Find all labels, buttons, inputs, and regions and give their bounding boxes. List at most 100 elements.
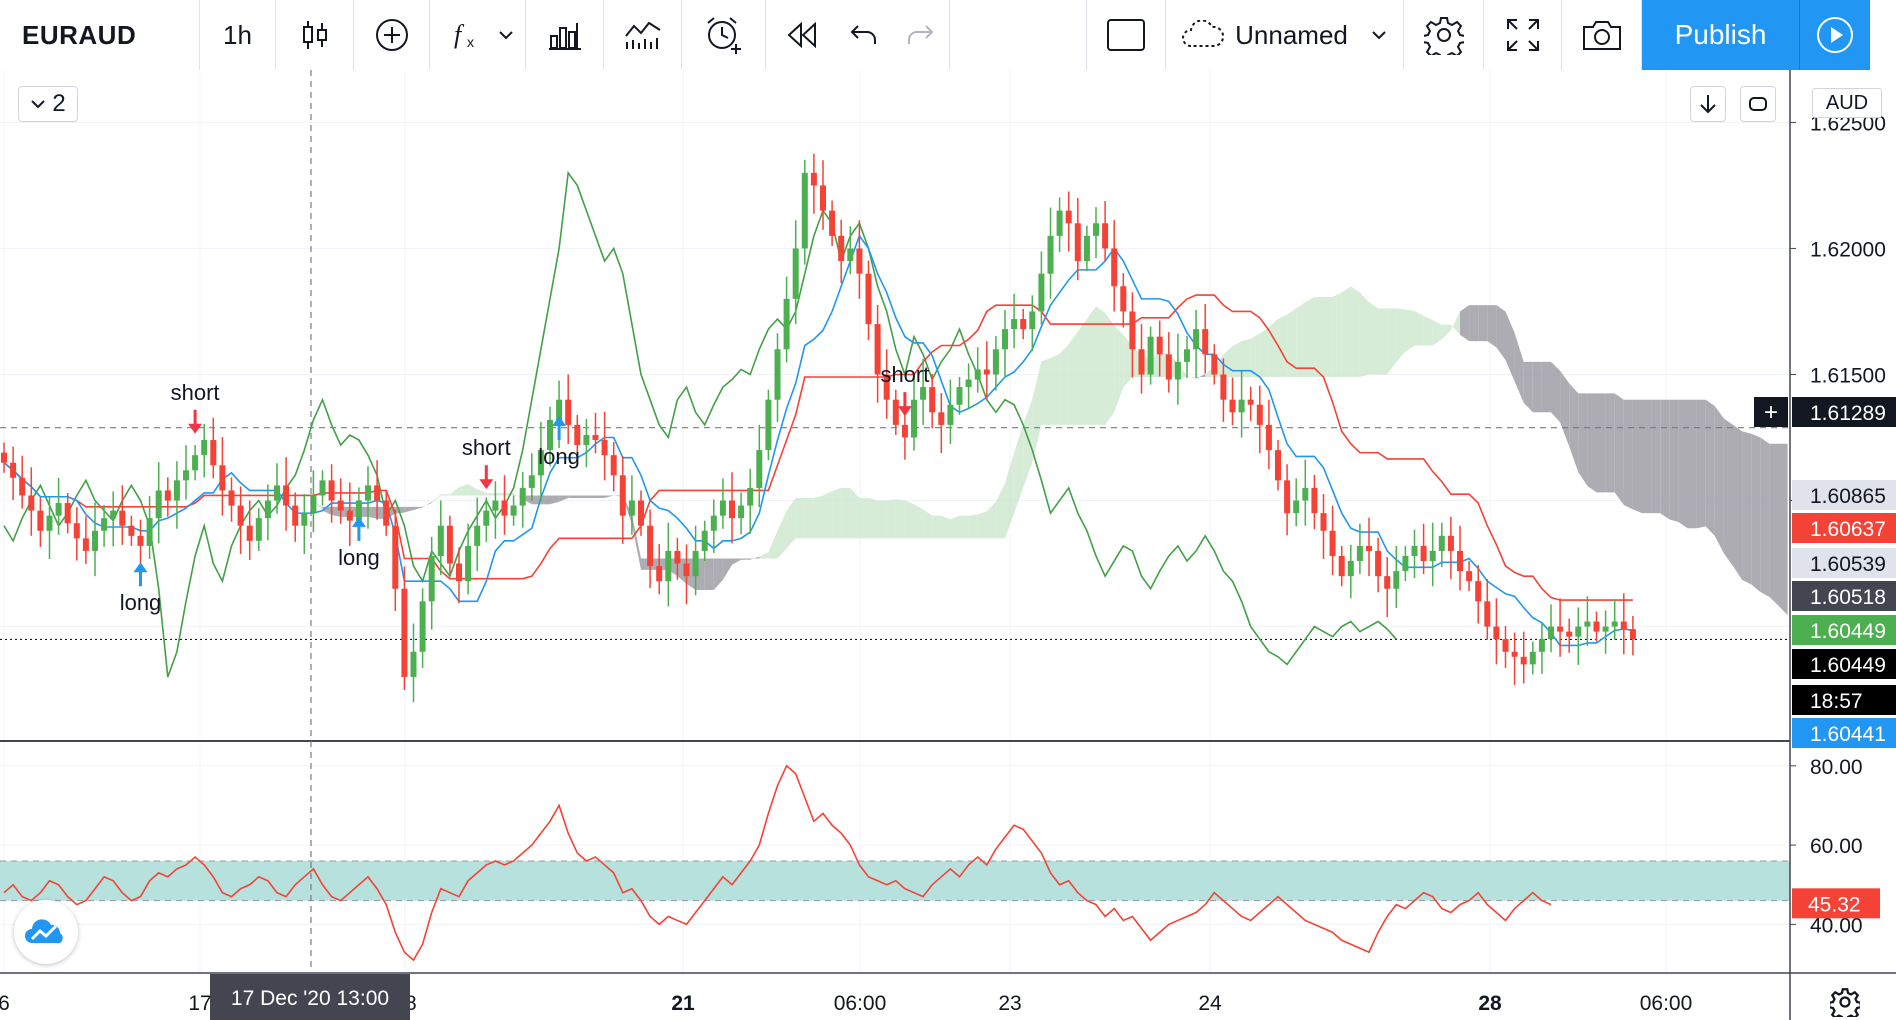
candle-down: [1566, 631, 1573, 637]
candle-down: [1065, 210, 1072, 224]
cloud-segment-bearish: [1196, 373, 1206, 379]
play-button[interactable]: [1800, 0, 1870, 70]
chart-type-button[interactable]: [276, 0, 354, 70]
add-indicator-icon: [375, 19, 408, 51]
candle-up: [628, 500, 635, 516]
financials-button[interactable]: [526, 0, 604, 70]
cloud-segment-bullish: [804, 498, 814, 539]
maximize-pane-button[interactable]: [1740, 86, 1776, 122]
candle-down: [219, 465, 226, 491]
candles-icon: [302, 21, 327, 49]
tradingview-logo[interactable]: [14, 900, 78, 964]
currency-label[interactable]: AUD: [1812, 88, 1882, 118]
candle-down: [246, 525, 253, 541]
alert-icon: [706, 17, 741, 54]
candle-up: [710, 515, 717, 531]
axis-settings-button[interactable]: [1828, 985, 1862, 1019]
fullscreen-button[interactable]: [1484, 0, 1562, 70]
scroll-to-realtime-button[interactable]: [1690, 86, 1726, 122]
cloud-segment-bullish: [495, 492, 505, 496]
candle-up: [528, 475, 535, 488]
candle-down: [1329, 530, 1336, 556]
candle-up: [583, 434, 590, 446]
cloud-segment-bullish: [1114, 325, 1124, 413]
candle-down: [19, 477, 26, 496]
candle-up: [1038, 273, 1045, 312]
redo-button[interactable]: [890, 0, 950, 70]
cloud-segment-bearish: [1705, 399, 1715, 536]
legend-toggle-button[interactable]: 2: [18, 86, 78, 122]
candle-up: [173, 480, 180, 501]
candle-down: [638, 500, 644, 526]
candle-up: [1083, 235, 1090, 262]
cloud-segment-bearish: [1478, 305, 1488, 342]
candle-down: [938, 412, 945, 425]
chart-area[interactable]: long short long short long short 1.62500 1.6200…: [0, 70, 1896, 1020]
cloud-segment-bullish: [904, 500, 914, 539]
cloud-segment-bullish: [923, 509, 933, 539]
cloud-segment-bullish: [832, 487, 842, 539]
price-label-background: [1792, 581, 1896, 611]
candle-up: [1093, 223, 1099, 236]
cloud-segment-bullish: [795, 498, 805, 539]
candle-up: [1174, 361, 1181, 380]
symbol-label: EURAUD: [22, 19, 137, 50]
cloud-segment-bullish: [777, 510, 787, 559]
candle-up: [1402, 555, 1409, 572]
layout-name: Unnamed: [1235, 19, 1348, 50]
interval-button[interactable]: 1h: [200, 0, 276, 70]
candle-down: [856, 248, 863, 274]
cloud-segment-bullish: [1032, 361, 1042, 463]
cloud-segment-bearish: [750, 556, 760, 560]
candle-down: [1375, 550, 1382, 577]
settings-button[interactable]: [1404, 0, 1484, 70]
candle-up: [110, 510, 117, 519]
cloud-segment-bearish: [540, 495, 550, 505]
create-alert-button[interactable]: [682, 0, 766, 70]
cloud-segment-bearish: [1605, 393, 1615, 493]
candle-up: [1602, 626, 1609, 632]
candle-down: [1457, 550, 1463, 572]
replay-button[interactable]: [766, 0, 838, 70]
indicators-dropdown[interactable]: [486, 0, 526, 70]
candle-down: [1275, 450, 1281, 481]
compare-button[interactable]: [604, 0, 682, 70]
candle-down: [73, 523, 80, 539]
compare-icon: [624, 21, 661, 49]
candle-down: [865, 273, 872, 325]
candle-up: [92, 530, 98, 551]
cloud-segment-bullish: [1378, 308, 1388, 375]
chevron-down-icon: [1372, 31, 1386, 40]
add-price-button[interactable]: [1754, 397, 1788, 427]
add-indicator-button[interactable]: [354, 0, 430, 70]
cloud-segment-bullish: [1241, 338, 1251, 378]
short-arrow-icon: [479, 479, 494, 490]
long-signal-label: long: [538, 444, 580, 469]
maximize-icon: [1749, 97, 1767, 111]
layout-menu-button[interactable]: Unnamed: [1166, 0, 1404, 70]
candle-down: [1420, 545, 1427, 562]
fullscreen-layout-button[interactable]: [1086, 0, 1166, 70]
candle-up: [765, 399, 772, 451]
short-signal-label: short: [880, 362, 929, 387]
candle-up: [310, 495, 317, 514]
undo-button[interactable]: [838, 0, 890, 70]
price-label-text: 1.60518: [1810, 586, 1886, 609]
cloud-segment-bullish: [1405, 309, 1415, 352]
cloud-segment-bearish: [595, 495, 605, 499]
tradingview-logo-icon: [25, 919, 63, 943]
cloud-segment-bullish: [1041, 358, 1051, 425]
price-label-text: 1.60449: [1810, 654, 1886, 677]
symbol-search-button[interactable]: EURAUD: [0, 0, 200, 70]
snapshot-button[interactable]: [1562, 0, 1642, 70]
cloud-segment-bearish: [631, 514, 641, 570]
candle-down: [610, 455, 617, 476]
cloud-segment-bullish: [841, 487, 851, 539]
publish-button[interactable]: Publish: [1642, 0, 1800, 70]
cloud-segment-bearish: [577, 495, 587, 499]
strategy-signals: long short long short long short: [120, 362, 930, 615]
candle-down: [1284, 480, 1291, 514]
cloud-segment-bullish: [1341, 286, 1351, 378]
candle-up: [1548, 626, 1554, 640]
